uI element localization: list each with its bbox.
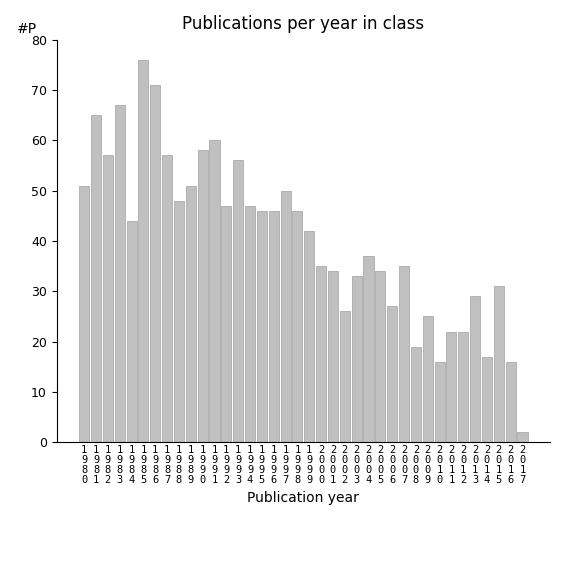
Bar <box>494 286 504 442</box>
Bar <box>150 85 160 442</box>
Bar <box>458 332 468 442</box>
Bar <box>198 150 208 442</box>
Bar <box>91 115 101 442</box>
Bar <box>304 231 314 442</box>
Bar <box>518 432 527 442</box>
Bar <box>375 271 386 442</box>
Bar <box>269 211 279 442</box>
Bar <box>221 206 231 442</box>
Bar <box>434 362 445 442</box>
Bar <box>209 141 219 442</box>
Bar <box>411 346 421 442</box>
Bar <box>506 362 516 442</box>
Bar <box>293 211 302 442</box>
Bar <box>174 201 184 442</box>
Bar <box>446 332 456 442</box>
Y-axis label: #P: #P <box>17 22 37 36</box>
Bar <box>79 185 89 442</box>
Bar <box>470 297 480 442</box>
Bar <box>245 206 255 442</box>
Bar <box>115 105 125 442</box>
Bar <box>363 256 374 442</box>
X-axis label: Publication year: Publication year <box>247 490 359 505</box>
Bar <box>352 276 362 442</box>
Bar <box>423 316 433 442</box>
Bar <box>126 221 137 442</box>
Bar <box>103 155 113 442</box>
Bar <box>162 155 172 442</box>
Bar <box>233 160 243 442</box>
Bar <box>340 311 350 442</box>
Bar <box>281 191 291 442</box>
Title: Publications per year in class: Publications per year in class <box>182 15 425 32</box>
Bar <box>328 271 338 442</box>
Bar <box>387 306 397 442</box>
Bar <box>257 211 267 442</box>
Bar <box>186 185 196 442</box>
Bar <box>482 357 492 442</box>
Bar <box>138 60 149 442</box>
Bar <box>316 266 326 442</box>
Bar <box>399 266 409 442</box>
